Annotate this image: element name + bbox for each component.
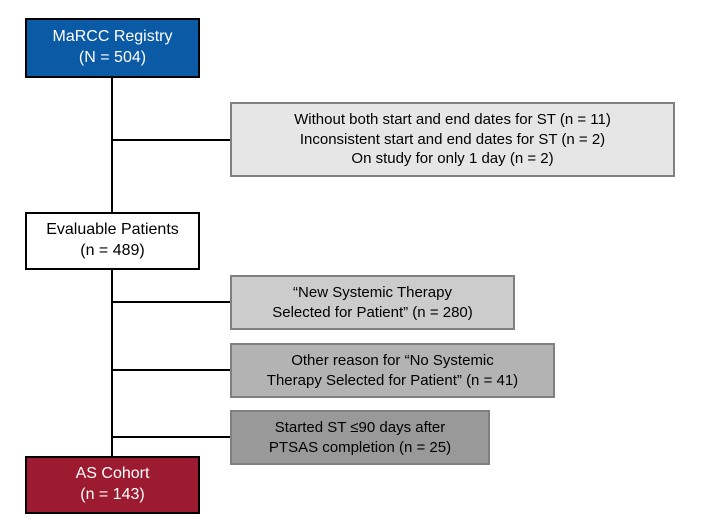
node-new_st: “New Systemic TherapySelected for Patien… <box>230 275 515 330</box>
node-registry-line: (N = 504) <box>79 48 146 69</box>
node-exclusions_top: Without both start and end dates for ST … <box>230 102 675 177</box>
node-new_st-line: Selected for Patient” (n = 280) <box>272 303 473 323</box>
node-registry: MaRCC Registry(N = 504) <box>25 18 200 78</box>
node-other_no_st-line: Therapy Selected for Patient” (n = 41) <box>267 371 518 391</box>
node-started_90-line: PTSAS completion (n = 25) <box>269 438 451 458</box>
node-started_90: Started ST ≤90 days afterPTSAS completio… <box>230 410 490 465</box>
node-as_cohort-line: (n = 143) <box>80 485 144 506</box>
node-registry-line: MaRCC Registry <box>52 27 172 48</box>
node-evaluable-line: Evaluable Patients <box>46 220 179 241</box>
node-exclusions_top-line: Inconsistent start and end dates for ST … <box>300 130 605 150</box>
node-exclusions_top-line: Without both start and end dates for ST … <box>294 110 611 130</box>
node-new_st-line: “New Systemic Therapy <box>293 283 452 303</box>
node-as_cohort: AS Cohort(n = 143) <box>25 456 200 514</box>
flowchart-canvas: MaRCC Registry(N = 504) Evaluable Patient… <box>0 0 709 530</box>
node-evaluable-line: (n = 489) <box>80 241 144 262</box>
node-other_no_st: Other reason for “No SystemicTherapy Sel… <box>230 343 555 398</box>
node-started_90-line: Started ST ≤90 days after <box>275 418 446 438</box>
node-as_cohort-line: AS Cohort <box>76 464 150 485</box>
node-other_no_st-line: Other reason for “No Systemic <box>291 351 494 371</box>
node-evaluable: Evaluable Patients(n = 489) <box>25 212 200 270</box>
node-exclusions_top-line: On study for only 1 day (n = 2) <box>351 149 553 169</box>
